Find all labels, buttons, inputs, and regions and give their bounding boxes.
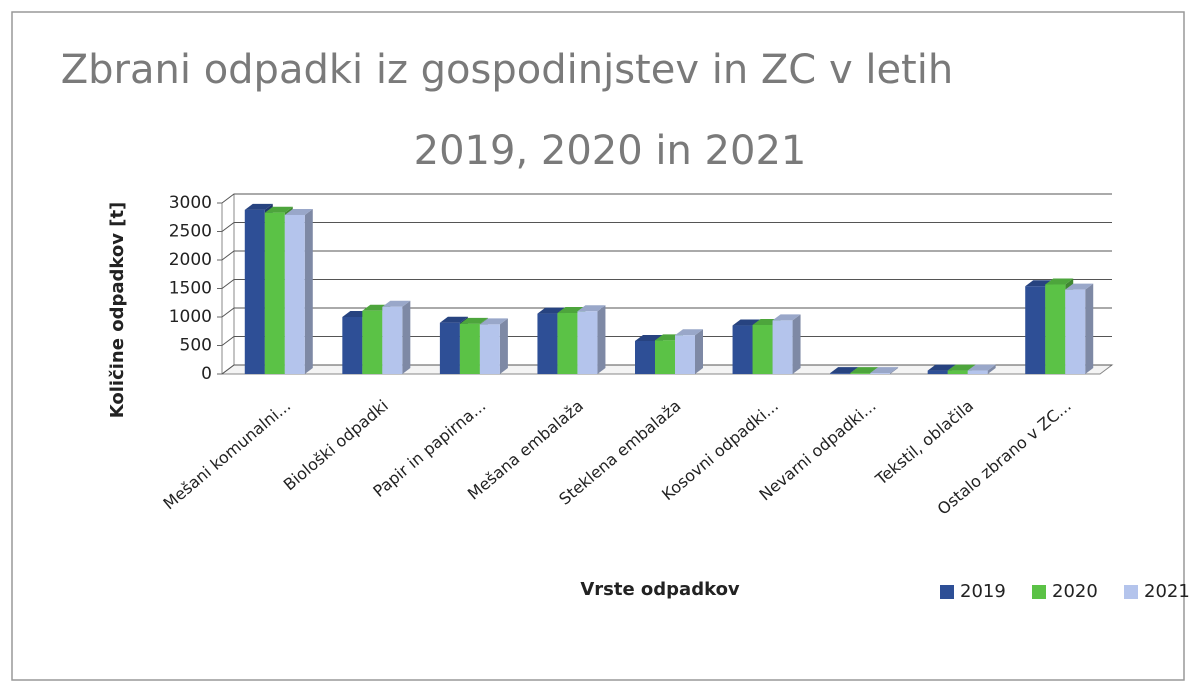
bar bbox=[459, 323, 480, 374]
bar-top bbox=[732, 319, 761, 326]
grid-line bbox=[221, 250, 1112, 261]
bar-top bbox=[870, 367, 899, 374]
chart-title: 2019, 2020 in 2021 bbox=[414, 128, 807, 174]
bar bbox=[382, 306, 403, 374]
y-tick-label: 1500 bbox=[169, 279, 212, 299]
y-tick-label: 0 bbox=[201, 364, 212, 384]
bar bbox=[264, 212, 285, 374]
bar bbox=[850, 373, 871, 374]
grid-line bbox=[221, 279, 1112, 289]
legend-label: 2020 bbox=[1052, 581, 1098, 602]
bar-top bbox=[284, 208, 313, 215]
bar bbox=[342, 317, 363, 374]
legend-swatch bbox=[940, 585, 954, 599]
bar bbox=[967, 370, 988, 374]
y-tick-label: 2500 bbox=[169, 222, 212, 242]
grid-line bbox=[221, 193, 1112, 204]
bar-top bbox=[830, 367, 859, 374]
bar-top bbox=[264, 206, 293, 213]
y-tick-label: 1000 bbox=[169, 307, 212, 327]
y-axis-label: Količine odpadkov [t] bbox=[107, 202, 128, 419]
bar-side bbox=[792, 314, 801, 374]
grid-line bbox=[221, 336, 1112, 346]
bar bbox=[1025, 286, 1046, 374]
bar bbox=[927, 370, 948, 374]
y-tick-label: 2000 bbox=[169, 250, 212, 270]
bar bbox=[947, 370, 968, 374]
bar-top bbox=[577, 305, 606, 312]
bar bbox=[479, 324, 500, 374]
bar-side bbox=[499, 318, 508, 374]
bar bbox=[439, 322, 460, 374]
legend-swatch bbox=[1032, 585, 1046, 599]
grid-line bbox=[221, 307, 1112, 318]
bar bbox=[1045, 284, 1066, 374]
bar-top bbox=[479, 318, 508, 325]
bar-top bbox=[947, 364, 976, 371]
bar bbox=[772, 320, 793, 374]
bar bbox=[557, 313, 578, 374]
x-axis-label: Vrste odpadkov bbox=[580, 579, 740, 600]
bar-side bbox=[695, 329, 703, 374]
bar-side bbox=[890, 367, 899, 374]
bar-top bbox=[675, 329, 703, 336]
bar bbox=[675, 335, 695, 374]
bar-top bbox=[459, 317, 488, 324]
bar-side bbox=[304, 208, 313, 374]
bar bbox=[362, 310, 383, 374]
legend-swatch bbox=[1124, 585, 1138, 599]
bar-top bbox=[927, 364, 956, 371]
grid-line bbox=[221, 364, 1112, 375]
chart-title: Zbrani odpadki iz gospodinjstev in ZC v … bbox=[61, 47, 953, 93]
bar-top bbox=[537, 307, 566, 314]
bar-top bbox=[772, 314, 801, 321]
bar bbox=[732, 325, 753, 374]
bar-top bbox=[439, 316, 468, 323]
bar-top bbox=[244, 203, 273, 210]
bar bbox=[577, 311, 598, 374]
bar-side bbox=[1085, 283, 1094, 374]
bar bbox=[537, 313, 558, 374]
bar-top bbox=[850, 367, 879, 374]
bar bbox=[1065, 289, 1086, 374]
bar-side bbox=[987, 364, 996, 374]
y-tick-label: 500 bbox=[180, 336, 212, 356]
bar-top bbox=[382, 300, 411, 307]
bar bbox=[752, 324, 773, 374]
bar-top bbox=[1065, 283, 1094, 290]
bar bbox=[870, 373, 891, 374]
bar-top bbox=[967, 364, 996, 371]
bar bbox=[244, 209, 265, 374]
legend-label: 2019 bbox=[960, 581, 1006, 602]
bar-top bbox=[1045, 278, 1074, 285]
grid-line bbox=[221, 222, 1112, 232]
legend-label: 2021 bbox=[1144, 581, 1190, 602]
bar bbox=[655, 340, 675, 374]
bar-side bbox=[597, 305, 606, 374]
bar bbox=[635, 340, 655, 374]
y-tick-label: 3000 bbox=[169, 193, 212, 213]
bar-top bbox=[635, 334, 663, 341]
bar-side bbox=[402, 300, 411, 374]
bar bbox=[830, 373, 851, 374]
bar bbox=[284, 214, 305, 374]
